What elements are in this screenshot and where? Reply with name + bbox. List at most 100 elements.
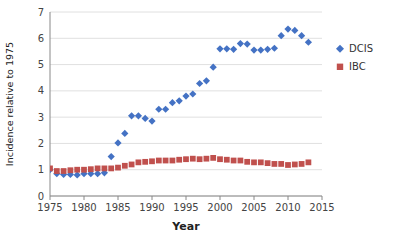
point — [299, 161, 305, 167]
point — [176, 97, 183, 104]
point — [230, 46, 237, 53]
point — [251, 159, 257, 165]
tick-label: 0 — [38, 191, 44, 202]
tick-label: 1975 — [37, 202, 62, 213]
point — [95, 166, 101, 172]
point — [292, 162, 298, 168]
point — [183, 156, 189, 162]
point — [265, 160, 271, 166]
point — [190, 156, 196, 162]
point — [74, 167, 80, 173]
tick-mark — [288, 196, 289, 200]
tick-label: 7 — [38, 7, 44, 18]
point — [102, 166, 108, 172]
tick-label: 1985 — [105, 202, 130, 213]
point — [121, 130, 128, 137]
point — [250, 47, 257, 54]
point — [244, 40, 251, 47]
tick-mark — [50, 196, 51, 200]
point — [189, 90, 196, 97]
grid-line — [50, 117, 322, 118]
tick-mark — [186, 196, 187, 200]
point — [128, 112, 135, 119]
point — [197, 156, 203, 162]
tick-label: 1980 — [71, 202, 96, 213]
series — [50, 25, 312, 178]
grid-line — [50, 12, 322, 13]
grid-line — [50, 90, 322, 91]
legend: DCISIBC — [336, 43, 373, 72]
point — [278, 161, 284, 167]
point — [163, 158, 169, 164]
point — [115, 165, 121, 171]
grid-line — [50, 64, 322, 65]
series — [50, 155, 311, 174]
point — [224, 157, 230, 163]
point — [272, 161, 278, 167]
tick-label: 1 — [38, 164, 44, 175]
point — [136, 159, 142, 165]
point — [298, 32, 305, 39]
point — [142, 159, 148, 165]
tick-mark — [84, 196, 85, 200]
tick-label: 2015 — [309, 202, 334, 213]
point — [148, 117, 155, 124]
tick-label: 2 — [38, 138, 44, 149]
point — [291, 27, 298, 34]
tick-label: 2005 — [241, 202, 266, 213]
point — [135, 112, 142, 119]
tick-label: 4 — [38, 85, 44, 96]
x-axis-label: Year — [171, 220, 200, 233]
point — [257, 47, 264, 54]
point — [204, 156, 210, 162]
point — [155, 106, 162, 113]
y-axis: 01234567 — [38, 7, 322, 202]
tick-mark — [254, 196, 255, 200]
x-axis-line — [50, 196, 322, 197]
point — [217, 156, 223, 162]
point — [244, 159, 250, 165]
tick-mark — [220, 196, 221, 200]
point — [54, 168, 60, 174]
legend-swatch — [337, 64, 343, 70]
point — [271, 45, 278, 52]
tick-mark — [152, 196, 153, 200]
point — [278, 32, 285, 39]
point — [176, 157, 182, 163]
point — [306, 159, 312, 165]
point — [122, 163, 128, 169]
grid-line — [50, 143, 322, 144]
point — [285, 162, 291, 168]
plot-area — [50, 25, 312, 178]
tick-label: 2010 — [275, 202, 300, 213]
point — [81, 167, 87, 173]
tick-mark — [118, 196, 119, 200]
tick-mark — [322, 196, 323, 200]
point — [169, 99, 176, 106]
point — [210, 64, 217, 71]
point — [258, 159, 264, 165]
point — [68, 167, 74, 173]
point — [50, 166, 54, 173]
tick-label: 1990 — [139, 202, 164, 213]
x-axis: 197519801985199019952000200520102015 — [37, 196, 334, 213]
point — [114, 139, 121, 146]
tick-label: 3 — [38, 112, 44, 123]
point — [284, 25, 291, 32]
legend-label: IBC — [349, 61, 366, 72]
point — [305, 39, 312, 46]
point — [223, 45, 230, 52]
point — [156, 158, 162, 164]
point — [264, 46, 271, 53]
point — [196, 80, 203, 87]
point — [170, 158, 176, 164]
point — [203, 77, 210, 84]
point — [50, 166, 53, 172]
point — [108, 153, 115, 160]
tick-label: 2000 — [207, 202, 232, 213]
chart: 0123456719751980198519901995200020052010… — [0, 0, 400, 238]
grid-line — [50, 196, 322, 197]
legend-swatch — [336, 45, 344, 53]
tick-label: 5 — [38, 59, 44, 70]
point — [142, 115, 149, 122]
